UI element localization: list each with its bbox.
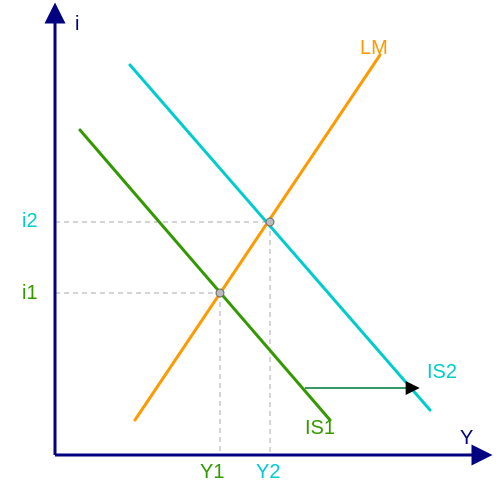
tick-label-i2: i2 bbox=[22, 211, 38, 231]
line-label-lm: LM bbox=[360, 38, 388, 58]
tick-label-i1: i1 bbox=[22, 283, 38, 303]
chart-svg bbox=[0, 0, 500, 500]
tick-label-y2: Y2 bbox=[256, 462, 280, 482]
axis-label-x: Y bbox=[460, 428, 473, 448]
line-label-is1: IS1 bbox=[305, 418, 335, 438]
line-label-is2: IS2 bbox=[427, 362, 457, 382]
axis-label-y: i bbox=[75, 14, 79, 34]
tick-label-y1: Y1 bbox=[200, 462, 224, 482]
islm-diagram: i Y LM IS1 IS2 i1 i2 Y1 Y2 bbox=[0, 0, 500, 500]
